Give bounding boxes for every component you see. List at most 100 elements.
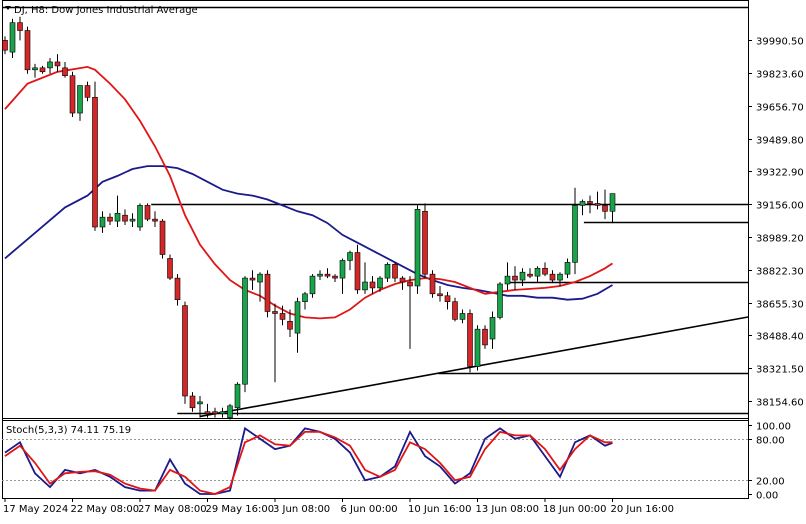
time-tick-label: 20 Jun 16:00 (611, 504, 675, 515)
bearish-candle-body (182, 305, 188, 397)
candle (474, 325, 481, 371)
bearish-candle-body (422, 210, 428, 275)
time-tick-label: 18 Jun 00:00 (543, 504, 607, 515)
candle (557, 272, 563, 286)
candle (272, 303, 278, 383)
bullish-candle-body (489, 317, 496, 340)
bearish-candle-body (482, 328, 488, 346)
candle (384, 262, 391, 283)
bearish-candle-body (587, 201, 593, 204)
bearish-candle-body (212, 411, 218, 414)
candle (534, 266, 541, 283)
bearish-candle-body (249, 277, 256, 281)
candle (99, 211, 106, 233)
candle (167, 254, 173, 281)
candle (294, 297, 301, 353)
bullish-candle-body (347, 252, 353, 261)
candle (512, 266, 518, 290)
bullish-candle-body (362, 281, 368, 291)
price-tick-label: 38989.20 (756, 234, 804, 245)
bullish-candle-body (497, 283, 503, 318)
candle (242, 276, 248, 393)
bearish-candle-body (324, 273, 331, 277)
candle (444, 291, 451, 310)
bullish-candle-body (474, 328, 481, 367)
bearish-candle-body (107, 216, 113, 222)
bullish-candle-body (564, 262, 571, 275)
bullish-candle-body (99, 216, 106, 228)
bullish-candle-body (459, 313, 466, 320)
candle (62, 61, 68, 78)
candle (287, 309, 293, 338)
stoch-signal-line (4, 430, 613, 495)
candle (594, 191, 601, 210)
candle (69, 71, 76, 117)
time-tick-label: 3 Jun 08:00 (273, 504, 330, 515)
candle (414, 205, 421, 294)
plot-frame (2, 0, 749, 499)
price-tick-label: 39656.70 (756, 103, 804, 114)
candle (422, 203, 428, 279)
candle (324, 268, 331, 279)
bullish-candle-body (294, 301, 301, 334)
candle (609, 193, 616, 224)
price-tick-label: 38321.50 (756, 365, 804, 376)
time-tick-label: 27 May 08:00 (138, 504, 207, 515)
bullish-candle-body (242, 277, 248, 385)
price-tick-label: 38154.60 (756, 398, 804, 409)
stoch-level-label: 20.00 (756, 477, 785, 488)
candle (339, 258, 346, 294)
bullish-candle-body (557, 273, 563, 281)
price-tick-label: 39990.50 (756, 37, 804, 48)
candle (197, 395, 203, 418)
chart-title: DJ, H8: Dow Jones Industrial Average (14, 5, 198, 16)
bullish-candle-body (9, 22, 16, 53)
candle (212, 407, 218, 418)
bearish-candle-body (467, 313, 473, 367)
bearish-candle-body (369, 281, 376, 289)
time-tick-label: 29 May 16:00 (206, 504, 275, 515)
candle (279, 305, 286, 326)
candle (489, 311, 496, 349)
bullish-candle-body (534, 267, 541, 277)
bearish-candle-body (279, 313, 286, 320)
bearish-candle-body (444, 295, 451, 302)
stoch-level-label: 0.00 (756, 491, 778, 502)
fast-moving-average-line (4, 65, 613, 320)
bullish-candle-body (257, 273, 263, 283)
candle (504, 262, 511, 290)
bearish-candle-body (2, 40, 8, 51)
bullish-candle-body (137, 205, 143, 228)
bearish-candle-body (354, 252, 361, 291)
bullish-candle-body (32, 67, 38, 71)
candle (527, 268, 533, 279)
bearish-candle-body (144, 205, 151, 220)
bearish-candle-body (264, 273, 271, 312)
price-tick-label: 39823.60 (756, 70, 804, 81)
bearish-candle-body (24, 30, 31, 71)
bullish-candle-body (504, 275, 511, 285)
candle (309, 274, 316, 298)
candle (2, 36, 8, 55)
bearish-candle-body (602, 205, 608, 212)
candle (39, 65, 46, 74)
bearish-candle-body (392, 264, 398, 279)
bearish-candle-body (452, 301, 458, 320)
bearish-candle-body (407, 281, 413, 287)
bearish-candle-body (332, 275, 338, 279)
bearish-candle-body (84, 85, 91, 98)
candle (204, 403, 211, 418)
candle (332, 274, 338, 283)
candle (257, 272, 263, 302)
candle (317, 270, 323, 281)
candle (579, 199, 586, 216)
bullish-candle-body (579, 201, 586, 206)
candle (189, 392, 196, 412)
bearish-candle-body (287, 321, 293, 330)
candle (467, 309, 473, 373)
trendline (199, 316, 749, 418)
candle (234, 382, 241, 416)
bullish-candle-body (47, 61, 53, 69)
bearish-candle-body (429, 273, 436, 295)
